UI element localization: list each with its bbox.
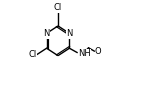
Text: N: N (66, 29, 73, 38)
Text: O: O (95, 47, 102, 56)
Text: N: N (43, 29, 50, 38)
Text: NH: NH (78, 49, 91, 58)
Text: Cl: Cl (54, 3, 62, 12)
Text: Cl: Cl (29, 50, 37, 59)
